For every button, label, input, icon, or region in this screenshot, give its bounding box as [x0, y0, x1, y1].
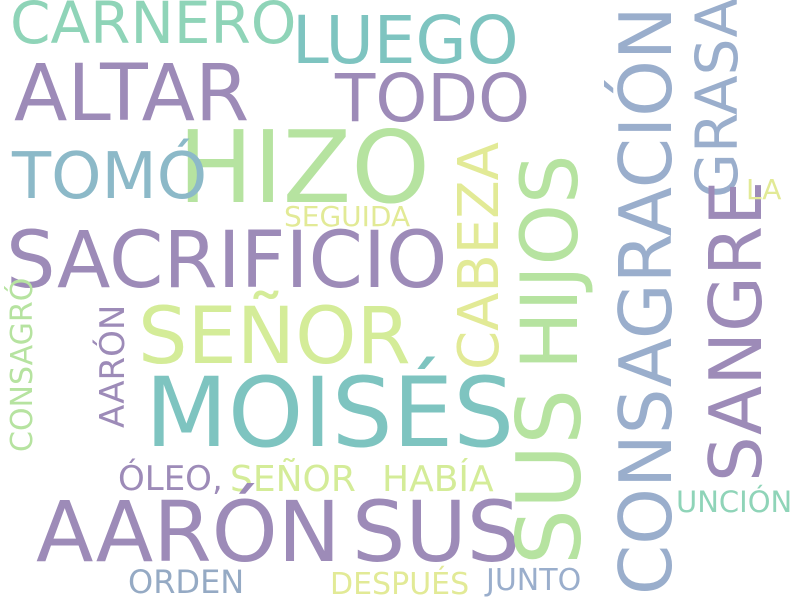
word-cabeza: CABEZA	[447, 142, 512, 370]
word-sacrificio: SACRIFICIO	[6, 216, 448, 306]
word-carnero: CARNERO	[10, 0, 297, 57]
word-todo: TODO	[335, 60, 531, 137]
word-senor-large: SEÑOR	[138, 292, 411, 382]
word-sus-vertical: SUS	[498, 388, 601, 565]
word-junto: JUNTO	[486, 563, 582, 598]
word-altar: ALTAR	[14, 49, 250, 139]
word-sangre: SANGRE	[694, 180, 778, 482]
word-la: LA	[746, 173, 782, 206]
word-luego: LUEGO	[292, 2, 519, 79]
word-orden: ORDEN	[128, 563, 245, 600]
word-aaron-small: AARÓN	[93, 304, 133, 428]
word-hizo: HIZO	[178, 109, 430, 226]
word-hijos: HIJOS	[506, 154, 596, 370]
word-habia: HABÍA	[382, 459, 494, 500]
word-grasa: GRASA	[683, 0, 751, 198]
word-uncion: UNCIÓN	[676, 485, 793, 519]
word-aaron-large: AARÓN	[36, 483, 341, 581]
word-sus-horizontal: SUS	[352, 483, 521, 581]
word-consagracion: CONSAGRACIÓN	[604, 6, 688, 595]
word-senor-small: SEÑOR	[230, 459, 356, 500]
word-moises: MOISÉS	[145, 357, 515, 469]
word-despues: DESPUÉS	[330, 567, 470, 600]
word-seguida: SEGUIDA	[284, 200, 411, 233]
word-consagro: CONSAGRÓ	[5, 277, 40, 452]
word-oleo: ÓLEO,	[118, 459, 223, 499]
word-tomo: TOMÓ	[12, 140, 208, 214]
